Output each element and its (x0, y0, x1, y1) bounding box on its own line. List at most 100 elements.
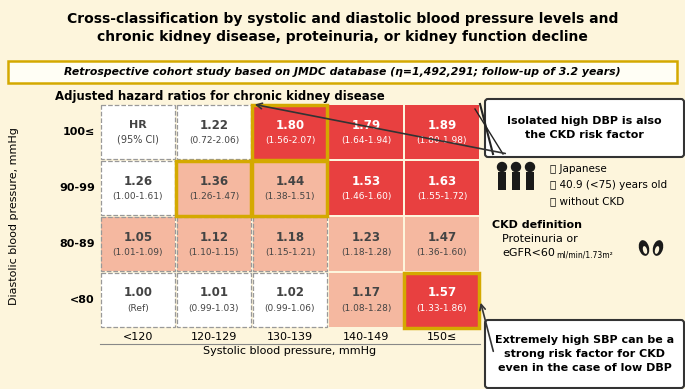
Text: 1.12: 1.12 (199, 231, 229, 244)
Bar (177, 273, 251, 327)
Text: ml/min/1.73m²: ml/min/1.73m² (556, 251, 613, 260)
Bar (405, 273, 479, 327)
Text: (0.99-1.03): (0.99-1.03) (189, 303, 239, 312)
Text: (1.01-1.09): (1.01-1.09) (113, 247, 163, 256)
Text: 1.36: 1.36 (199, 175, 229, 187)
Bar (253, 161, 327, 216)
Text: 1.80: 1.80 (275, 119, 305, 131)
Text: 1.63: 1.63 (427, 175, 457, 187)
Bar (526, 182, 530, 189)
FancyBboxPatch shape (485, 99, 684, 157)
Text: 140-149: 140-149 (342, 332, 389, 342)
Text: ・ 40.9 (<75) years old: ・ 40.9 (<75) years old (550, 180, 667, 190)
Text: 120-129: 120-129 (191, 332, 237, 342)
Bar (0, 0, 685, 58)
Bar (329, 161, 403, 215)
Text: (1.08-1.28): (1.08-1.28) (341, 303, 391, 312)
Bar (101, 105, 175, 159)
Text: 1.05: 1.05 (123, 231, 153, 244)
Text: 1.23: 1.23 (351, 231, 380, 244)
Text: (0.72-2.06): (0.72-2.06) (189, 135, 239, 144)
Text: (0.99-1.06): (0.99-1.06) (264, 303, 315, 312)
Bar (329, 105, 403, 159)
Bar (530, 182, 534, 189)
Ellipse shape (653, 240, 663, 256)
Text: 1.01: 1.01 (199, 287, 229, 300)
Bar (405, 105, 479, 159)
Bar (177, 273, 251, 327)
Text: 90-99: 90-99 (59, 183, 95, 193)
Text: 1.79: 1.79 (351, 119, 381, 131)
Text: ・ Japanese: ・ Japanese (550, 164, 607, 174)
Bar (253, 273, 327, 327)
Text: (1.64-1.94): (1.64-1.94) (341, 135, 391, 144)
Text: (95% CI): (95% CI) (117, 134, 159, 144)
Text: 1.57: 1.57 (427, 287, 457, 300)
Text: <120: <120 (123, 332, 153, 342)
Bar (512, 172, 520, 182)
FancyBboxPatch shape (485, 320, 684, 388)
Text: 1.53: 1.53 (351, 175, 381, 187)
Text: (1.56-2.07): (1.56-2.07) (265, 135, 315, 144)
Text: (1.38-1.51): (1.38-1.51) (264, 191, 315, 200)
Bar (253, 161, 327, 215)
Text: (1.00-1.61): (1.00-1.61) (113, 191, 163, 200)
Text: 150≤: 150≤ (427, 332, 457, 342)
Bar (499, 182, 501, 189)
Text: (1.10-1.15): (1.10-1.15) (189, 247, 239, 256)
Ellipse shape (655, 246, 659, 254)
Bar (526, 172, 534, 182)
Text: 1.17: 1.17 (351, 287, 380, 300)
Bar (177, 105, 251, 159)
Text: 100≤: 100≤ (62, 127, 95, 137)
Ellipse shape (638, 240, 649, 256)
Text: (1.26-1.47): (1.26-1.47) (189, 191, 239, 200)
Bar (101, 161, 175, 215)
Bar (253, 105, 327, 159)
Text: 1.18: 1.18 (275, 231, 305, 244)
Text: Isolated high DBP is also
the CKD risk factor: Isolated high DBP is also the CKD risk f… (507, 116, 662, 140)
Bar (516, 182, 520, 189)
Text: 1.00: 1.00 (123, 287, 153, 300)
Text: CKD definition: CKD definition (492, 220, 582, 230)
Text: ・ without CKD: ・ without CKD (550, 196, 624, 206)
Bar (405, 273, 480, 328)
Text: eGFR<60: eGFR<60 (502, 248, 555, 258)
Bar (101, 217, 175, 271)
Bar (503, 182, 506, 189)
Bar (101, 273, 175, 327)
Text: chronic kidney disease, proteinuria, or kidney function decline: chronic kidney disease, proteinuria, or … (97, 30, 588, 44)
Bar (253, 273, 327, 327)
Text: 130-139: 130-139 (267, 332, 313, 342)
Bar (8, 61, 677, 83)
Bar (253, 217, 327, 271)
Text: 1.26: 1.26 (123, 175, 153, 187)
Bar (499, 172, 506, 182)
Text: Retrospective cohort study based on JMDC database (η=1,492,291; follow-up of 3.2: Retrospective cohort study based on JMDC… (64, 67, 621, 77)
Bar (329, 273, 403, 327)
Text: HR: HR (129, 120, 147, 130)
Text: Proteinuria or: Proteinuria or (502, 234, 577, 244)
Bar (177, 161, 251, 215)
Text: (Ref): (Ref) (127, 303, 149, 312)
Circle shape (512, 163, 521, 172)
Circle shape (497, 163, 506, 172)
Text: <80: <80 (71, 295, 95, 305)
Text: Cross-classification by systolic and diastolic blood pressure levels and: Cross-classification by systolic and dia… (67, 12, 618, 26)
Text: 1.44: 1.44 (275, 175, 305, 187)
Text: (1.46-1.60): (1.46-1.60) (341, 191, 391, 200)
Bar (253, 217, 327, 271)
Text: (1.33-1.86): (1.33-1.86) (416, 303, 467, 312)
Text: Diastolic blood pressure, mmHg: Diastolic blood pressure, mmHg (9, 127, 19, 305)
Ellipse shape (643, 246, 647, 254)
Bar (101, 161, 175, 215)
Text: (1.55-1.72): (1.55-1.72) (416, 191, 467, 200)
Text: 1.89: 1.89 (427, 119, 457, 131)
Text: Systolic blood pressure, mmHg: Systolic blood pressure, mmHg (203, 346, 377, 356)
Bar (177, 105, 251, 159)
Bar (405, 217, 479, 271)
Bar (101, 273, 175, 327)
Bar (512, 182, 516, 189)
Bar (405, 161, 479, 215)
Circle shape (525, 163, 534, 172)
